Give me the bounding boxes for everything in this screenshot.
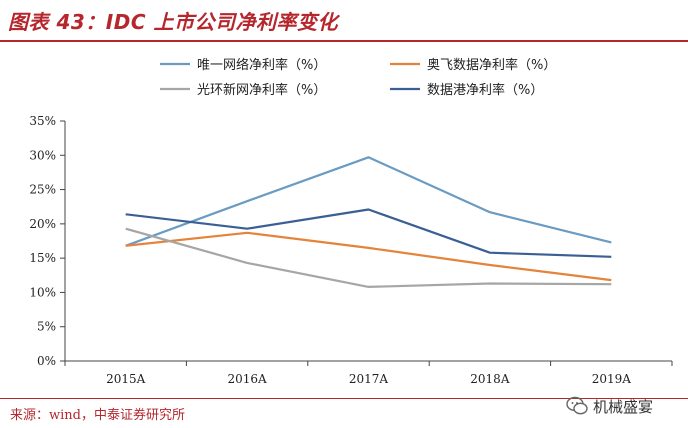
figure-title: 图表 43：IDC 上市公司净利率变化 <box>8 10 338 34</box>
series-group <box>125 156 612 288</box>
series-line <box>125 156 612 247</box>
y-tick-label: 35% <box>29 114 56 128</box>
legend-label: 唯一网络净利率（%） <box>197 57 326 73</box>
x-axis: 2015A 2016A 2017A 2018A 2019A <box>64 360 673 386</box>
legend-label: 光环新网净利率（%） <box>197 82 326 98</box>
y-tick-label: 5% <box>37 320 56 334</box>
x-tick-label: 2017A <box>349 372 389 386</box>
line-chart: 唯一网络净利率（%） 奥飞数据净利率（%）光环新网净利率（%） 数据港净利率（%） … <box>29 57 673 386</box>
x-tick-label: 2016A <box>227 372 267 386</box>
chart-legend: 唯一网络净利率（%） 奥飞数据净利率（%） 光环新网净利率（%） 数据港净利率（%） <box>160 57 556 98</box>
source-note: 来源：wind，中泰证券研究所 <box>10 408 185 423</box>
footer-rule <box>0 398 688 399</box>
series-line <box>125 208 612 258</box>
watermark: 机械盛宴 <box>566 393 686 419</box>
legend-label: 奥飞数据净利率（%） <box>427 57 556 73</box>
x-tick-label: 2019A <box>592 372 632 386</box>
y-tick-label: 10% <box>29 285 56 299</box>
y-tick-label: 0% <box>37 354 56 368</box>
title-rule <box>0 40 688 42</box>
x-tick-label: 2015A <box>106 372 146 386</box>
y-axis: 0% 5% 10% 15% 20% 25% 30% 35% <box>29 114 66 368</box>
watermark-text: 机械盛宴 <box>593 397 654 416</box>
x-tick-label: 2018A <box>470 372 510 386</box>
wechat-icon <box>566 396 588 415</box>
legend-label: 数据港净利率（%） <box>427 82 543 98</box>
series-line <box>125 227 612 288</box>
y-tick-label: 30% <box>29 148 56 162</box>
series-line <box>125 231 612 282</box>
y-tick-label: 25% <box>29 183 56 197</box>
y-tick-label: 15% <box>29 251 56 265</box>
y-tick-label: 20% <box>29 217 56 231</box>
